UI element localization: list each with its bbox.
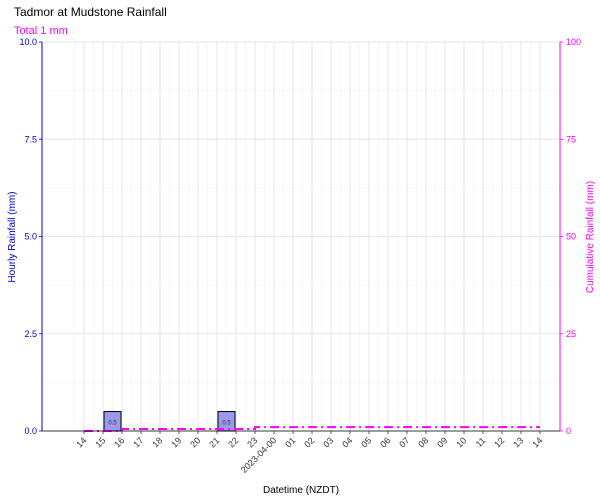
x-tick-label: 04 [340, 435, 354, 449]
y-tick-label: 7.5 [24, 134, 37, 144]
x-tick-label: 09 [435, 435, 449, 449]
x-tick-label: 14 [530, 435, 544, 449]
x-tick-label: 10 [454, 435, 468, 449]
x-tick-label: 19 [169, 435, 183, 449]
x-tick-label: 18 [150, 435, 164, 449]
y2-tick-label: 50 [566, 232, 576, 242]
x-tick-label: 01 [283, 435, 297, 449]
x-tick-label: 02 [302, 435, 316, 449]
y-tick-label: 2.5 [24, 329, 37, 339]
x-tick-label: 15 [93, 435, 107, 449]
y2-tick-label: 25 [566, 329, 576, 339]
y-tick-label: 5.0 [24, 232, 37, 242]
x-tick-label: 22 [226, 435, 240, 449]
x-tick-label: 23 [245, 435, 259, 449]
x-tick-label: 12 [492, 435, 506, 449]
x-tick-label: 16 [112, 435, 126, 449]
x-tick-label: 2023-04-00 [239, 435, 279, 475]
bar-value-label: 0.5 [222, 421, 231, 427]
y-tick-labels: 0.0 2.5 5.0 7.5 10.0 [19, 37, 42, 436]
grid-lines [42, 41, 560, 432]
y2-tick-label: 100 [566, 37, 581, 47]
x-axis-title: Datetime (NZDT) [263, 485, 339, 496]
bar-value-label: 0.5 [108, 421, 117, 427]
y2-axis-title: Cumulative Rainfall (mm) [585, 181, 596, 293]
x-tick-label: 20 [188, 435, 202, 449]
y2-tick-label: 0 [566, 426, 571, 436]
x-tick-label: 07 [397, 435, 411, 449]
x-tick-label: 11 [474, 435, 488, 449]
x-tick-label: 05 [359, 435, 373, 449]
y-axis-title: Hourly Rainfall (mm) [7, 191, 18, 282]
y2-tick-label: 75 [566, 134, 576, 144]
x-tick-label: 08 [416, 435, 430, 449]
x-tick-label: 03 [321, 435, 335, 449]
y-tick-label: 0.0 [24, 426, 37, 436]
x-tick-label: 21 [207, 435, 221, 449]
x-tick-label: 06 [378, 435, 392, 449]
hourly-bars: 0.5 0.5 [103, 411, 236, 432]
chart-title: Tadmor at Mudstone Rainfall [14, 5, 167, 19]
x-tick-label: 13 [511, 435, 525, 449]
x-tick-label: 17 [131, 435, 145, 449]
x-tick-label: 14 [74, 435, 88, 449]
chart-subtitle: Total 1 mm [14, 25, 68, 37]
y-tick-label: 10.0 [19, 37, 37, 47]
y2-tick-labels: 0 25 50 75 100 [560, 37, 581, 436]
